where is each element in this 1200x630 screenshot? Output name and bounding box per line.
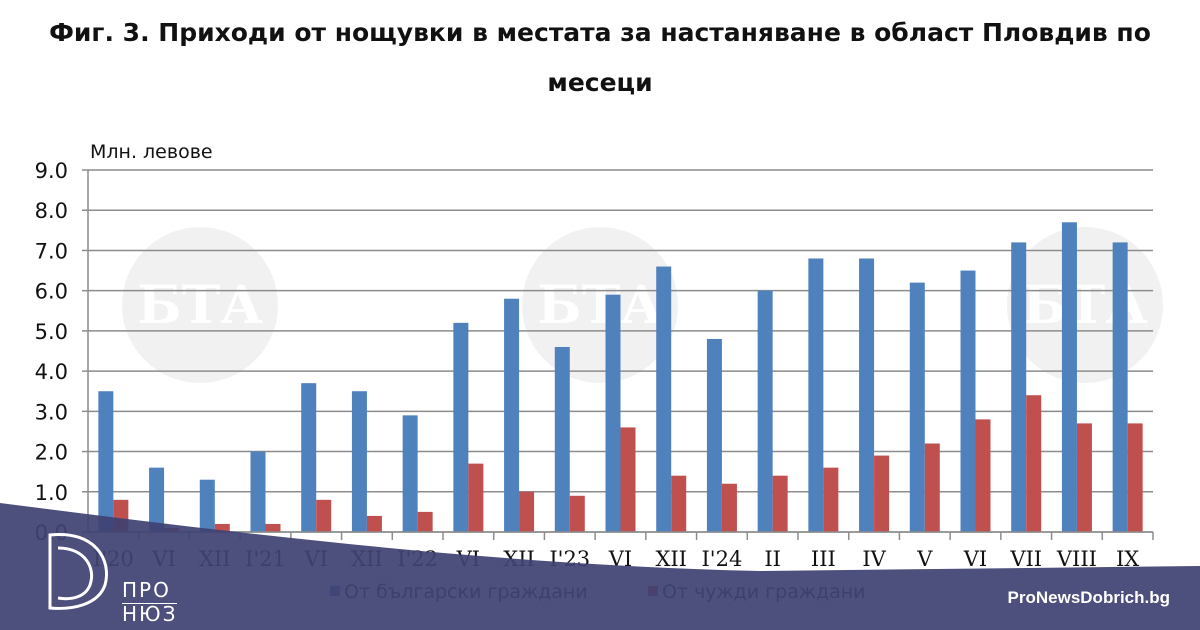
y-tick-label: 0.0	[35, 521, 68, 545]
legend-label: От български граждани	[344, 581, 588, 603]
chart-title: Фиг. 3. Приходи от нощувки в местата за …	[49, 18, 1151, 97]
bar-bulgarian	[1061, 222, 1077, 533]
site-name[interactable]: ProNewsDobrich.bg	[1007, 588, 1170, 607]
x-tick-label: V	[916, 547, 933, 571]
bar-bulgarian	[706, 338, 722, 532]
bar-foreign	[772, 475, 788, 532]
bar-foreign	[671, 475, 687, 532]
y-tick-label: 1.0	[35, 481, 68, 505]
bar-foreign	[519, 491, 535, 532]
legend-swatch	[330, 586, 340, 596]
logo-line2: НЮЗ	[122, 602, 178, 626]
y-tick-label: 7.0	[35, 239, 68, 263]
watermark-text: БТА	[1022, 275, 1147, 336]
bar-bulgarian	[960, 270, 976, 532]
bar-bulgarian	[605, 294, 621, 532]
x-tick-label: I'24	[702, 547, 743, 571]
watermark-circle	[522, 227, 678, 383]
y-tick-label: 9.0	[35, 159, 68, 183]
y-tick-label: 3.0	[35, 400, 68, 424]
bar-bulgarian	[1011, 242, 1027, 532]
x-tick-label: II	[764, 547, 781, 571]
y-tick-label: 6.0	[35, 280, 68, 304]
bar-foreign	[924, 443, 940, 532]
bar-foreign	[1127, 423, 1143, 532]
bar-bulgarian	[149, 467, 165, 532]
bar-foreign	[874, 455, 890, 532]
bar-foreign	[569, 495, 585, 532]
x-tick-label: VIII	[1056, 547, 1097, 571]
bar-foreign	[417, 511, 433, 532]
y-tick-label: 5.0	[35, 320, 68, 344]
bar-bulgarian	[98, 391, 114, 532]
bar-bulgarian	[250, 451, 266, 532]
logo-line1: ПРО	[122, 580, 178, 604]
bar-bulgarian	[554, 346, 570, 532]
watermark-circle	[122, 227, 278, 383]
x-tick-label: XII	[503, 547, 535, 571]
bar-foreign	[214, 523, 230, 532]
bar-bulgarian	[199, 479, 215, 532]
bar-bulgarian	[504, 298, 520, 532]
watermark-text: БТА	[137, 275, 262, 336]
bar-bulgarian	[402, 415, 418, 532]
y-tick-label: 2.0	[35, 441, 68, 465]
y-axis-label: Млн. левове	[90, 141, 213, 163]
bar-foreign	[721, 483, 737, 532]
y-tick-label: 4.0	[35, 360, 68, 384]
logo-text: ПРО НЮЗ	[122, 580, 178, 626]
bar-foreign	[1026, 395, 1042, 532]
x-tick-label: VI	[608, 547, 632, 571]
bar-bulgarian	[909, 282, 925, 532]
x-tick-label: I'21	[245, 547, 286, 571]
bar-foreign	[975, 419, 991, 532]
legend-label: От чужди граждани	[662, 581, 866, 603]
bar-bulgarian	[808, 258, 824, 532]
bar-bulgarian	[453, 322, 469, 532]
x-tick-label: VI	[151, 547, 175, 571]
x-tick-label: XII	[351, 547, 383, 571]
y-tick-label: 8.0	[35, 199, 68, 223]
bar-bulgarian	[301, 383, 317, 532]
x-tick-label: IV	[862, 547, 886, 571]
x-tick-label: VI	[303, 547, 327, 571]
x-tick-label: VI	[456, 547, 480, 571]
bar-foreign	[823, 467, 839, 532]
bar-bulgarian	[656, 266, 672, 532]
bar-foreign	[620, 427, 636, 532]
bar-foreign	[366, 515, 382, 532]
x-tick-label: VII	[1009, 547, 1042, 571]
x-tick-label: I'20	[93, 547, 134, 571]
watermark-text: БТА	[537, 275, 662, 336]
bar-foreign	[113, 499, 129, 532]
bar-foreign	[1076, 423, 1092, 532]
bar-bulgarian	[351, 391, 367, 532]
x-tick-label: I'22	[397, 547, 438, 571]
bar-bulgarian	[859, 258, 875, 532]
bar-foreign	[265, 523, 281, 532]
bar-foreign	[316, 499, 332, 532]
x-tick-label: IX	[1116, 547, 1139, 571]
x-tick-label: I'23	[549, 547, 590, 571]
x-tick-label: XII	[655, 547, 687, 571]
x-tick-label: III	[811, 547, 836, 571]
bar-bulgarian	[1112, 242, 1128, 532]
bar-foreign	[468, 463, 484, 532]
legend-swatch	[648, 586, 658, 596]
x-tick-label: XII	[199, 547, 231, 571]
x-tick-label: VI	[963, 547, 987, 571]
bar-bulgarian	[757, 290, 773, 532]
